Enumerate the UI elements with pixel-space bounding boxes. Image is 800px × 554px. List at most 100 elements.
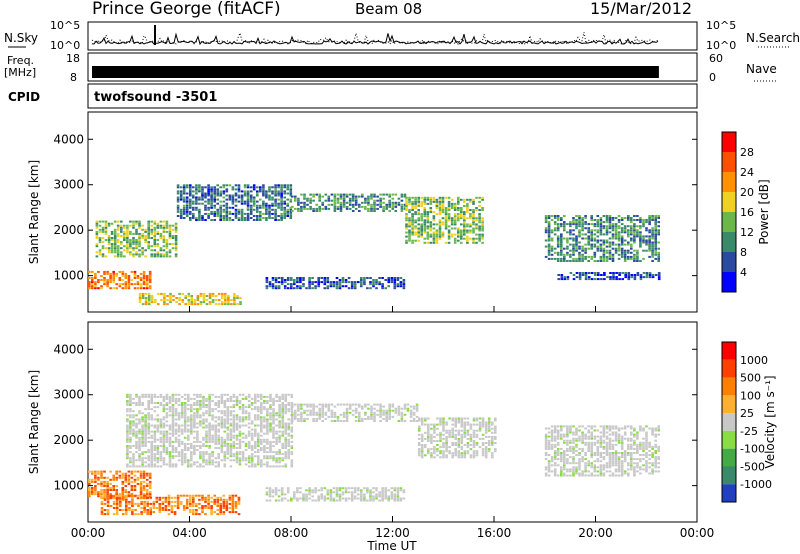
echo-cell <box>199 393 202 396</box>
echo-cell <box>278 420 281 423</box>
echo-cell <box>463 237 466 240</box>
echo-cell <box>129 445 132 447</box>
echo-cell <box>156 253 160 256</box>
echo-cell <box>354 201 358 204</box>
y-tick-label: 3000 <box>53 178 84 192</box>
echo-cell <box>147 436 150 439</box>
echo-cell <box>171 428 175 431</box>
echo-cell <box>153 449 157 451</box>
echo-cell <box>207 217 210 219</box>
echo-cell <box>128 494 131 497</box>
echo-cell <box>393 283 397 286</box>
echo-cell <box>138 420 141 423</box>
echo-cell <box>162 245 166 248</box>
echo-cell <box>190 465 193 468</box>
echo-cell <box>138 410 141 413</box>
echo-cell <box>614 225 618 228</box>
echo-cell <box>156 243 160 246</box>
echo-cell <box>162 226 166 229</box>
echo-cell <box>348 405 352 408</box>
echo-cell <box>593 245 597 248</box>
echo-cell <box>214 416 217 419</box>
echo-cell <box>603 272 606 274</box>
echo-cell <box>642 223 645 226</box>
echo-cell <box>283 208 286 211</box>
echo-cell <box>271 198 274 201</box>
echo-cell <box>223 414 227 417</box>
echo-cell <box>376 199 379 202</box>
echo-cell <box>335 499 339 502</box>
echo-cell <box>278 397 281 400</box>
echo-cell <box>280 489 284 492</box>
echo-cell <box>399 277 403 279</box>
echo-cell <box>112 478 115 481</box>
echo-cell <box>350 495 354 498</box>
echo-cell <box>556 217 560 219</box>
echo-cell <box>247 393 251 396</box>
echo-cell <box>375 283 378 286</box>
echo-cell <box>156 459 160 462</box>
echo-cell <box>278 465 281 468</box>
echo-cell <box>263 445 266 447</box>
echo-cell <box>150 400 153 402</box>
echo-cell <box>129 428 132 431</box>
echo-cell <box>572 249 575 252</box>
echo-cell <box>381 499 384 502</box>
echo-cell <box>162 447 166 449</box>
echo-cell <box>290 283 293 286</box>
echo-cell <box>211 455 214 458</box>
echo-cell <box>91 472 94 475</box>
echo-cell <box>161 496 165 499</box>
echo-cell <box>400 205 404 208</box>
echo-cell <box>246 202 250 205</box>
echo-cell <box>623 249 627 252</box>
y-tick-label: 2000 <box>53 223 84 237</box>
echo-cell <box>235 395 239 398</box>
echo-cell <box>460 433 464 436</box>
echo-cell <box>266 457 269 460</box>
echo-cell <box>550 247 554 250</box>
echo-cell <box>390 277 394 279</box>
echo-cell <box>210 507 213 509</box>
echo-cell <box>617 225 621 228</box>
echo-cell <box>144 422 147 425</box>
echo-cell <box>566 245 569 248</box>
echo-cell <box>266 461 269 464</box>
echo-cell <box>207 200 210 203</box>
echo-cell <box>138 297 142 299</box>
echo-cell <box>189 505 192 507</box>
echo-cell <box>388 193 391 196</box>
echo-cell <box>129 402 132 404</box>
echo-cell <box>220 459 224 462</box>
echo-cell <box>161 502 165 505</box>
echo-cell <box>648 229 651 232</box>
echo-cell <box>247 400 251 402</box>
echo-cell <box>338 499 342 502</box>
echo-cell <box>475 196 478 199</box>
echo-cell <box>222 494 226 497</box>
echo-cell <box>139 487 143 489</box>
echo-cell <box>144 438 147 441</box>
echo-cell <box>238 453 242 456</box>
echo-cell <box>596 221 600 224</box>
echo-cell <box>256 208 259 211</box>
echo-cell <box>578 253 581 256</box>
echo-cell <box>569 229 572 232</box>
echo-cell <box>478 200 481 203</box>
echo-cell <box>132 420 135 423</box>
echo-cell <box>177 426 181 429</box>
echo-cell <box>411 219 414 222</box>
echo-cell <box>184 295 187 297</box>
echo-cell <box>126 404 129 406</box>
echo-cell <box>150 434 153 437</box>
echo-cell <box>115 493 118 496</box>
echo-cell <box>290 499 293 502</box>
echo-cell <box>192 206 195 209</box>
echo-cell <box>351 210 355 212</box>
echo-cell <box>424 431 427 434</box>
echo-cell <box>444 196 448 199</box>
echo-cell <box>308 283 311 286</box>
echo-cell <box>171 424 175 427</box>
echo-cell <box>605 229 609 232</box>
echo-cell <box>283 285 287 288</box>
